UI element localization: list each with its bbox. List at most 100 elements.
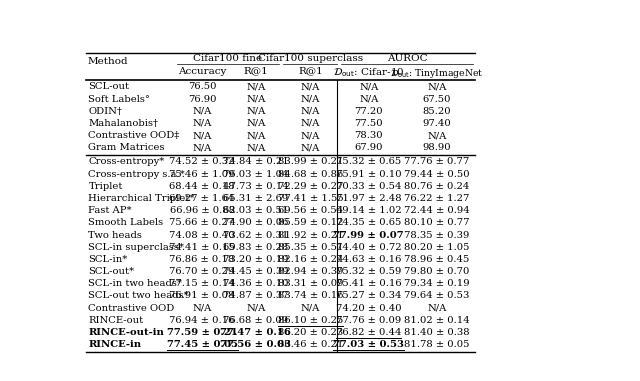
Text: 77.59 ± 0.21: 77.59 ± 0.21: [166, 328, 237, 337]
Text: Smooth Labels: Smooth Labels: [88, 218, 164, 227]
Text: 75.91 ± 0.10: 75.91 ± 0.10: [336, 170, 401, 179]
Text: 76.03 ± 1.04: 76.03 ± 1.04: [223, 170, 289, 179]
Text: 73.62 ± 0.31: 73.62 ± 0.31: [223, 231, 289, 240]
Text: N/A: N/A: [301, 304, 320, 312]
Text: SCL-out: SCL-out: [88, 82, 129, 91]
Text: 85.59 ± 0.12: 85.59 ± 0.12: [278, 218, 343, 227]
Text: 74.40 ± 0.72: 74.40 ± 0.72: [336, 243, 401, 252]
Text: 82.94 ± 0.39: 82.94 ± 0.39: [278, 267, 343, 276]
Text: N/A: N/A: [301, 107, 320, 116]
Text: Contrastive OOD‡: Contrastive OOD‡: [88, 131, 180, 140]
Text: 72.44 ± 0.94: 72.44 ± 0.94: [404, 206, 470, 215]
Text: Contrastive OOD: Contrastive OOD: [88, 304, 175, 312]
Text: 77.99 ± 0.07: 77.99 ± 0.07: [333, 231, 404, 240]
Text: 74.41 ± 0.15: 74.41 ± 0.15: [169, 243, 235, 252]
Text: N/A: N/A: [193, 304, 212, 312]
Text: 81.92 ± 0.21: 81.92 ± 0.21: [278, 231, 343, 240]
Text: 86.10 ± 0.25: 86.10 ± 0.25: [278, 316, 343, 325]
Text: 75.66 ± 0.27: 75.66 ± 0.27: [170, 218, 235, 227]
Text: N/A: N/A: [246, 143, 266, 152]
Text: SCL-in*: SCL-in*: [88, 255, 128, 264]
Text: Mahalanobis†: Mahalanobis†: [88, 119, 159, 128]
Text: N/A: N/A: [427, 82, 447, 91]
Text: 77.15 ± 0.14: 77.15 ± 0.14: [169, 279, 235, 288]
Text: 74.90 ± 0.06: 74.90 ± 0.06: [223, 218, 289, 227]
Text: 67.90: 67.90: [355, 143, 383, 152]
Text: 74.35 ± 0.65: 74.35 ± 0.65: [336, 218, 401, 227]
Text: N/A: N/A: [359, 94, 378, 104]
Text: 77.76 ± 0.09: 77.76 ± 0.09: [336, 316, 401, 325]
Text: 80.10 ± 0.77: 80.10 ± 0.77: [404, 218, 470, 227]
Text: 76.22 ± 1.27: 76.22 ± 1.27: [404, 194, 470, 203]
Text: 71.97 ± 2.48: 71.97 ± 2.48: [336, 194, 401, 203]
Text: 47.73 ± 0.14: 47.73 ± 0.14: [223, 182, 289, 191]
Text: ODIN†: ODIN†: [88, 107, 122, 116]
Text: $\mathcal{D}_{\mathrm{out}}$: Cifar-10: $\mathcal{D}_{\mathrm{out}}$: Cifar-10: [333, 67, 404, 79]
Text: Soft Labels°: Soft Labels°: [88, 94, 150, 104]
Text: Gram Matrices: Gram Matrices: [88, 143, 165, 152]
Text: N/A: N/A: [246, 107, 266, 116]
Text: 85.35 ± 0.51: 85.35 ± 0.51: [278, 243, 343, 252]
Text: 80.76 ± 0.24: 80.76 ± 0.24: [404, 182, 470, 191]
Text: 76.70 ± 0.29: 76.70 ± 0.29: [170, 267, 235, 276]
Text: 69.83 ± 0.28: 69.83 ± 0.28: [223, 243, 289, 252]
Text: 76.86 ± 0.18: 76.86 ± 0.18: [170, 255, 235, 264]
Text: 74.20 ± 0.40: 74.20 ± 0.40: [336, 304, 401, 312]
Text: 65.31 ± 2.69: 65.31 ± 2.69: [223, 194, 289, 203]
Text: 79.80 ± 0.70: 79.80 ± 0.70: [404, 267, 470, 276]
Text: 77.20: 77.20: [355, 107, 383, 116]
Text: R@1: R@1: [243, 67, 268, 75]
Text: 66.96 ± 0.88: 66.96 ± 0.88: [170, 206, 234, 215]
Text: 76.68 ± 0.09: 76.68 ± 0.09: [223, 316, 289, 325]
Text: Cifar100 fine: Cifar100 fine: [193, 54, 262, 63]
Text: 79.44 ± 0.50: 79.44 ± 0.50: [404, 170, 470, 179]
Text: 74.52 ± 0.32: 74.52 ± 0.32: [169, 157, 235, 166]
Text: 75.46 ± 1.09: 75.46 ± 1.09: [169, 170, 235, 179]
Text: 72.29 ± 0.27: 72.29 ± 0.27: [278, 182, 343, 191]
Text: 67.50: 67.50: [422, 94, 451, 104]
Text: 97.40: 97.40: [422, 119, 451, 128]
Text: 74.36 ± 0.10: 74.36 ± 0.10: [223, 279, 289, 288]
Text: 81.40 ± 0.38: 81.40 ± 0.38: [404, 328, 470, 337]
Text: N/A: N/A: [359, 82, 378, 91]
Text: N/A: N/A: [246, 304, 266, 312]
Text: 77.41 ± 1.55: 77.41 ± 1.55: [278, 194, 343, 203]
Text: SCL-out two heads*: SCL-out two heads*: [88, 291, 189, 300]
Text: 77.56 ± 0.03: 77.56 ± 0.03: [220, 340, 291, 349]
Text: 73.20 ± 0.19: 73.20 ± 0.19: [223, 255, 289, 264]
Text: 85.20: 85.20: [422, 107, 451, 116]
Text: 78.35 ± 0.39: 78.35 ± 0.39: [404, 231, 470, 240]
Text: AUROC: AUROC: [387, 54, 428, 63]
Text: 78.96 ± 0.45: 78.96 ± 0.45: [404, 255, 470, 264]
Text: 75.27 ± 0.34: 75.27 ± 0.34: [336, 291, 401, 300]
Text: N/A: N/A: [301, 131, 320, 140]
Text: SCL-in two heads*: SCL-in two heads*: [88, 279, 182, 288]
Text: RINCE-out: RINCE-out: [88, 316, 143, 325]
Text: Two heads: Two heads: [88, 231, 142, 240]
Text: 69.14 ± 1.02: 69.14 ± 1.02: [336, 206, 401, 215]
Text: 76.94 ± 0.16: 76.94 ± 0.16: [170, 316, 235, 325]
Text: N/A: N/A: [301, 119, 320, 128]
Text: Hierarchical Triplet*: Hierarchical Triplet*: [88, 194, 195, 203]
Text: 74.08 ± 0.40: 74.08 ± 0.40: [169, 231, 235, 240]
Text: 76.90: 76.90: [188, 94, 216, 104]
Text: N/A: N/A: [301, 143, 320, 152]
Text: 77.50: 77.50: [355, 119, 383, 128]
Text: 77.76 ± 0.77: 77.76 ± 0.77: [404, 157, 470, 166]
Text: RINCE-out-in: RINCE-out-in: [88, 328, 164, 337]
Text: N/A: N/A: [301, 94, 320, 104]
Text: 83.99 ± 0.21: 83.99 ± 0.21: [278, 157, 343, 166]
Text: 86.20 ± 0.23: 86.20 ± 0.23: [278, 328, 343, 337]
Text: 68.44 ± 0.18: 68.44 ± 0.18: [169, 182, 235, 191]
Text: 76.50: 76.50: [188, 82, 216, 91]
Text: Cross-entropy s.a.*: Cross-entropy s.a.*: [88, 170, 185, 179]
Text: 98.90: 98.90: [422, 143, 451, 152]
Text: Cifar100 superclass: Cifar100 superclass: [258, 54, 363, 63]
Text: N/A: N/A: [193, 107, 212, 116]
Text: 81.02 ± 0.14: 81.02 ± 0.14: [404, 316, 470, 325]
Text: 80.20 ± 1.05: 80.20 ± 1.05: [404, 243, 470, 252]
Text: 83.31 ± 0.09: 83.31 ± 0.09: [278, 279, 343, 288]
Text: R@1: R@1: [298, 67, 323, 75]
Text: 75.41 ± 0.16: 75.41 ± 0.16: [336, 279, 401, 288]
Text: 77.47 ± 0.16: 77.47 ± 0.16: [220, 328, 291, 337]
